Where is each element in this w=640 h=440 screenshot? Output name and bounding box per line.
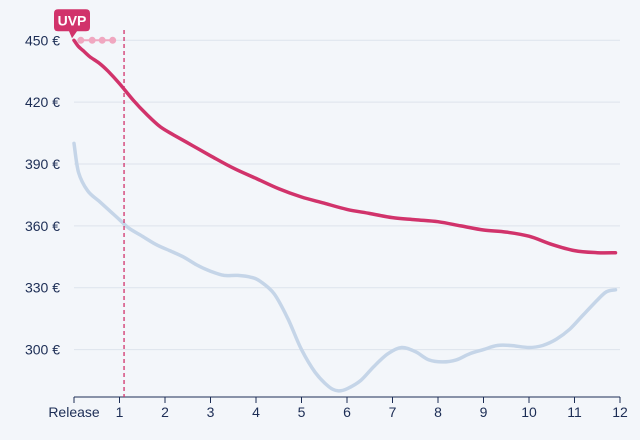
uvp-reference-dot <box>109 36 117 44</box>
x-tick-label: 1 <box>116 404 124 420</box>
x-tick-label: 10 <box>521 404 537 420</box>
uvp-reference-dot <box>98 36 106 44</box>
uvp-reference-dot <box>88 36 96 44</box>
uvp-reference-dot <box>77 36 85 44</box>
axis-layer: 300 €330 €360 €390 €420 €450 €Release 1 2 3… <box>25 32 628 420</box>
y-tick-label: 300 € <box>25 342 60 358</box>
x-tick-label: Release <box>48 404 100 420</box>
x-tick-label: 4 <box>252 404 260 420</box>
x-tick-label: 3 <box>207 404 215 420</box>
price-line-primary <box>72 38 618 255</box>
marker-layer <box>77 30 125 397</box>
series-layer <box>72 38 618 393</box>
y-tick-label: 330 € <box>25 280 60 296</box>
y-tick-label: 420 € <box>25 94 60 110</box>
x-tick-label: 11 <box>567 404 582 420</box>
y-tick-label: 450 € <box>25 32 60 48</box>
x-tick-label: 2 <box>161 404 169 420</box>
x-tick-label: 6 <box>343 404 351 420</box>
price-line-secondary <box>72 141 618 393</box>
y-tick-label: 390 € <box>25 156 60 172</box>
uvp-badge-label: UVP <box>58 12 87 28</box>
x-tick-label: 12 <box>612 404 628 420</box>
y-tick-label: 360 € <box>25 218 60 234</box>
x-tick-label: 5 <box>298 404 306 420</box>
uvp-badge: UVP <box>54 9 90 39</box>
grid-layer <box>74 39 620 351</box>
uvp-badge-shape <box>54 9 90 39</box>
x-tick-label: 9 <box>480 404 488 420</box>
x-tick-label: 7 <box>389 404 397 420</box>
x-tick-label: 8 <box>434 404 442 420</box>
